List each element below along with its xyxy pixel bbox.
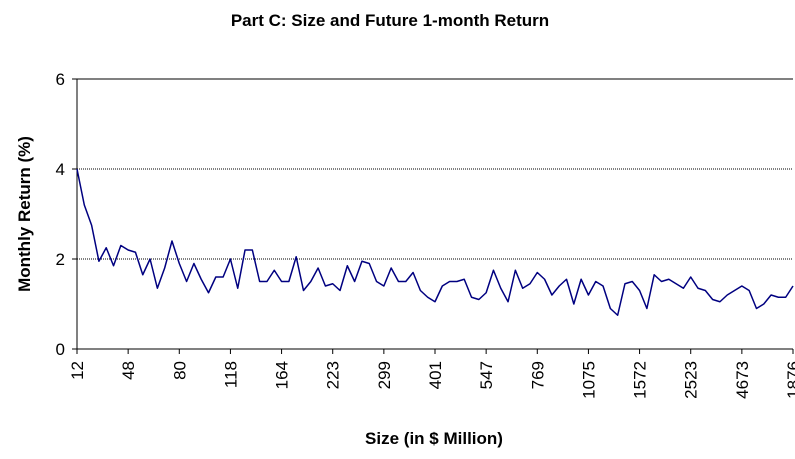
x-tick-label: 118 (221, 361, 240, 388)
x-tick-label: 299 (375, 361, 394, 389)
x-tick-label: 4673 (733, 361, 752, 399)
x-tick-label: 769 (528, 361, 547, 389)
x-tick-label: 12 (68, 361, 87, 380)
data-line (76, 168, 794, 316)
x-axis-label: Size (in $ Million) (365, 429, 503, 448)
x-tick-label: 80 (170, 361, 189, 380)
y-tick-label: 4 (56, 160, 65, 179)
y-tick-label: 0 (56, 340, 65, 359)
x-tick-label: 547 (477, 361, 496, 389)
x-tick-label: 1572 (631, 361, 650, 399)
x-tick-label: 1075 (579, 361, 598, 399)
y-axis-label: Monthly Return (%) (15, 136, 34, 292)
y-tick-label: 2 (56, 250, 65, 269)
x-tick-label: 1876 (784, 361, 795, 399)
x-tick-label: 48 (119, 361, 138, 380)
y-tick-label: 6 (56, 70, 65, 89)
x-tick-label: 401 (426, 361, 445, 389)
x-tick-label: 164 (273, 361, 292, 389)
x-tick-label: 2523 (682, 361, 701, 399)
x-tick-label: 223 (324, 361, 343, 389)
chart-title: Part C: Size and Future 1-month Return (231, 11, 549, 30)
